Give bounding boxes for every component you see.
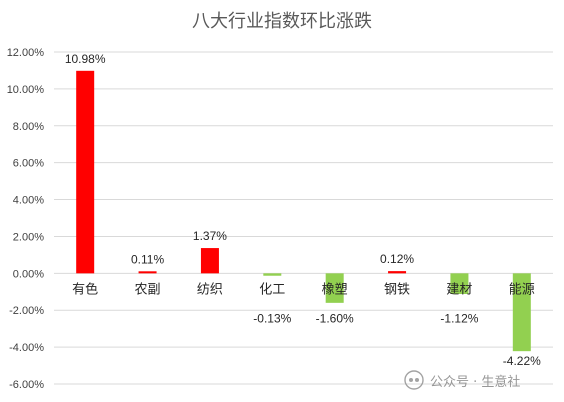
y-tick-label: 10.00% [7, 84, 45, 96]
y-tick-label: 6.00% [13, 158, 44, 170]
bars [76, 70, 531, 352]
data-label: 0.12% [380, 252, 414, 266]
y-tick-label: 2.00% [13, 231, 44, 243]
x-tick-label: 纺织 [197, 282, 223, 297]
data-label: 0.11% [131, 252, 164, 266]
bar-能源 [512, 273, 531, 352]
x-axis: 有色 农副 纺织 化工 橡塑 钢铁 建材 能源 [72, 281, 535, 297]
bar-纺织 [200, 248, 219, 274]
y-tick-label: -2.00% [9, 305, 44, 317]
data-label: -1.60% [316, 311, 354, 325]
y-tick-label: 8.00% [13, 121, 44, 133]
x-tick-label: 钢铁 [384, 282, 410, 297]
x-tick-label: 农副 [135, 282, 161, 297]
bar-钢铁 [388, 271, 407, 274]
x-tick-label: 橡塑 [322, 282, 348, 297]
bar-农副 [138, 271, 157, 274]
y-tick-label: 4.00% [13, 195, 44, 207]
x-tick-label: 化工 [259, 282, 285, 297]
y-axis: 12.00% 10.00% 8.00% 6.00% 4.00% 2.00% 0.00% -2.… [7, 47, 45, 391]
y-tick-label: 12.00% [7, 47, 45, 59]
gridlines [54, 51, 553, 385]
y-tick-label: 0.00% [13, 268, 44, 280]
x-tick-label: 建材 [446, 282, 472, 297]
bar-化工 [263, 273, 282, 276]
watermark: 公众号 · 生意社 [404, 369, 520, 391]
x-tick-label: 能源 [509, 282, 535, 297]
y-tick-label: -4.00% [9, 342, 44, 354]
wechat-icon [404, 370, 424, 390]
watermark-text: 公众号 · 生意社 [430, 374, 521, 390]
data-labels: 10.98% 0.11% 1.37% -0.13% -1.60% 0.12% -1.12% -… [65, 52, 541, 368]
data-label: -0.13% [253, 311, 291, 325]
data-label: 1.37% [193, 229, 227, 243]
y-tick-label: -6.00% [9, 379, 44, 391]
data-label: -4.22% [503, 354, 541, 368]
data-label: -1.12% [440, 311, 478, 325]
x-tick-label: 有色 [72, 281, 98, 297]
bar-建材 [450, 273, 469, 294]
chart-title: 八大行业指数环比涨跌 [192, 11, 372, 32]
bar-有色 [76, 70, 95, 274]
data-label: 10.98% [65, 52, 106, 66]
bar-橡塑 [325, 273, 344, 303]
